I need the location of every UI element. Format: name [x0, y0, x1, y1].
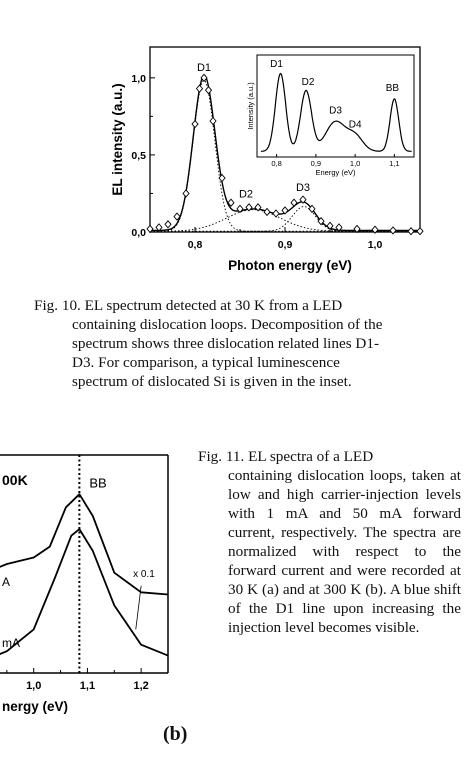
fig11-spectrum-upper: [0, 493, 169, 596]
inset-peak-label-d4: D4: [349, 120, 362, 131]
fig11-annotation: mA: [2, 636, 20, 650]
y-tick-label: 0,5: [131, 150, 146, 162]
fig11b-plot: 1,0 1,1 1,2 nergy (eV) 00K BB x 0.1 AmA: [0, 454, 169, 714]
y-tick-label: 0,0: [131, 227, 146, 239]
data-point: [290, 198, 298, 207]
fig11-panel-label: (b): [163, 723, 188, 745]
fig11-scale-leader-line: [135, 585, 142, 630]
fig10-caption-line-1: Fig. 10. EL spectrum detected at 30 K fr…: [34, 297, 343, 314]
figure-11b: 1,0 1,1 1,2 nergy (eV) 00K BB x 0.1 AmA: [0, 454, 169, 714]
data-point: [416, 227, 424, 236]
fig11-caption: Fig. 11. EL spectra of a LED containing …: [198, 447, 461, 637]
inset-x-tick-label: 1,0: [350, 159, 360, 168]
inset-y-axis-label: Intensity (a.u.): [246, 82, 255, 130]
data-point: [254, 203, 262, 212]
data-point: [204, 85, 213, 95]
data-point: [218, 173, 226, 183]
inset-spectrum-curve: [260, 72, 412, 152]
data-point: [326, 221, 334, 231]
fig10-main-plot: 0,8 0,9 1,0 0,0 0,5 1,0 Photon energy (eV) EL i…: [110, 46, 424, 273]
data-point: [173, 212, 181, 221]
fig10-caption-line-2: containing dislocation loops. Decomposit…: [72, 316, 383, 333]
fig10-caption-line-4: D3. For comparison, a typical luminescen…: [72, 354, 340, 371]
data-point: [389, 226, 397, 235]
fig11-x-tick-label: 1,2: [133, 680, 148, 692]
data-point: [164, 220, 172, 229]
inset-frame: [256, 54, 415, 158]
inset-x-axis-label: Energy (eV): [315, 168, 356, 177]
fig10-caption-line-5: spectrum of dislocated Si is given in th…: [72, 373, 352, 390]
decomposition-curve-3: [150, 206, 420, 232]
data-point: [209, 116, 217, 126]
fig10-caption-line-3: spectrum shows three dislocation related…: [72, 335, 380, 352]
data-point: [353, 224, 361, 234]
fig11-x-tick-label: 1,1: [80, 680, 95, 692]
inset-x-tick-label: 1,1: [389, 159, 399, 168]
fig11-x-tick-label: 1,0: [26, 680, 41, 692]
data-point: [371, 225, 379, 234]
inset-peak-label-d2: D2: [302, 77, 315, 88]
fig11-caption-first-line: Fig. 11. EL spectra of a LED: [198, 448, 374, 465]
data-point: [335, 223, 343, 232]
fig10-caption: Fig. 10. EL spectrum detected at 30 K fr…: [34, 296, 460, 391]
peak-label-d3: D3: [296, 182, 310, 194]
x-axis-label: Photon energy (eV): [228, 258, 352, 273]
figure-10: 0,8 0,9 1,0 0,0 0,5 1,0 Photon energy (eV) EL i…: [110, 46, 424, 273]
peak-label-d1: D1: [197, 62, 211, 74]
fig11-x-axis-label: nergy (eV): [2, 699, 68, 714]
x-tick-label: 0,9: [278, 239, 293, 251]
data-point: [407, 227, 415, 236]
fig11-annotation: A: [2, 575, 10, 589]
data-point: [182, 189, 190, 198]
data-point: [272, 209, 280, 218]
data-point: [281, 206, 289, 215]
fig11-caption-body: containing dislocation loops, taken at l…: [228, 467, 461, 636]
x-tick-label: 1,0: [368, 239, 383, 251]
peak-label-d2: D2: [239, 188, 253, 200]
fig10-inset-plot: 0,8 0,9 1,0 1,1 Energy (eV) Intensity (a.u.) D…: [246, 54, 415, 177]
data-point: [155, 223, 163, 232]
x-tick-label: 0,8: [188, 239, 203, 251]
inset-peak-label-bb: BB: [386, 83, 400, 94]
data-point: [200, 73, 208, 83]
inset-peak-label-d3: D3: [329, 106, 342, 117]
inset-peak-label-d1: D1: [270, 59, 283, 70]
data-point: [317, 217, 325, 226]
inset-x-tick-label: 0,8: [271, 159, 281, 168]
data-point: [227, 198, 235, 207]
data-point: [191, 119, 199, 129]
data-point: [245, 203, 253, 212]
data-point: [146, 224, 154, 234]
data-point: [308, 204, 316, 214]
y-axis-label: EL intensity (a.u.): [110, 83, 125, 195]
data-point: [195, 84, 204, 93]
fig11-annotation: x 0.1: [133, 569, 155, 580]
inset-x-tick-label: 0,9: [311, 159, 321, 168]
fig11-spectrum-lower: [0, 528, 169, 657]
fig11-temperature-label: 00K: [2, 472, 28, 488]
fig11-annotation: BB: [89, 476, 106, 491]
data-point: [263, 207, 271, 217]
y-tick-label: 1,0: [131, 73, 146, 85]
data-point: [299, 195, 307, 204]
data-point: [236, 204, 244, 214]
